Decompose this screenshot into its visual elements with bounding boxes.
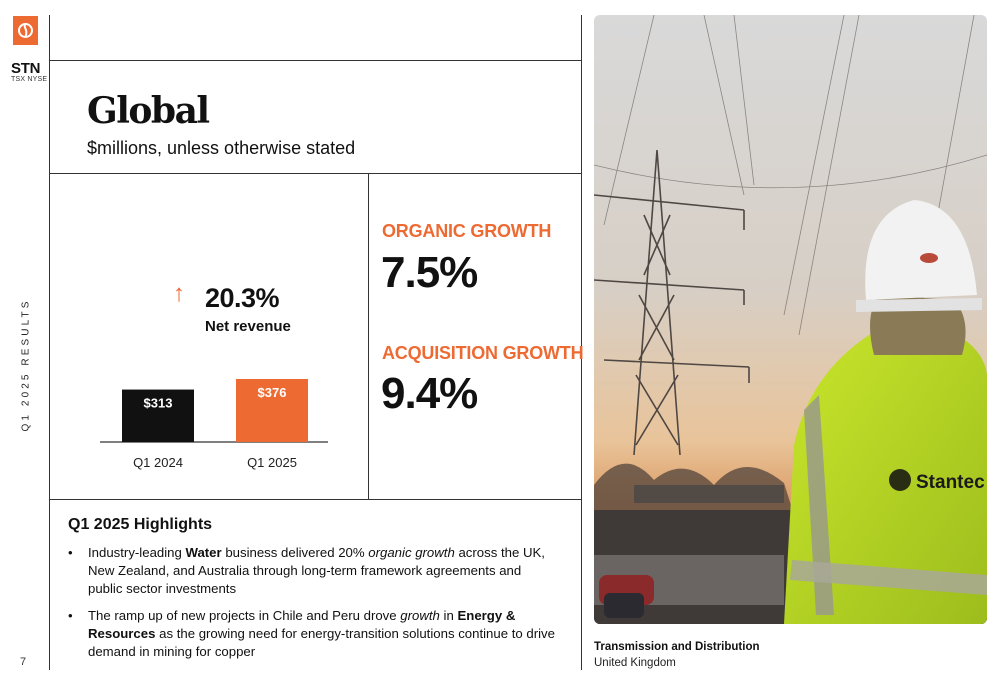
- divider-stats: [368, 173, 369, 500]
- photo-caption-location: United Kingdom: [594, 657, 676, 669]
- net-revenue-growth-value: 20.3%: [205, 283, 280, 313]
- bar-value-label: $376: [258, 385, 287, 400]
- category-label: Q1 2025: [247, 455, 297, 470]
- ticker-symbol: STN: [11, 60, 41, 77]
- highlight-item: • Industry-leading Water business delive…: [68, 544, 568, 600]
- divider-header: [49, 173, 582, 174]
- highlight-text: The ramp up of new projects in Chile and…: [88, 608, 555, 659]
- acquisition-growth-label: ACQUISITION GROWTH: [382, 343, 584, 363]
- category-label: Q1 2024: [133, 455, 183, 470]
- exchange-label: TSX NYSE: [11, 76, 48, 83]
- bar-q1-2024: [122, 389, 194, 442]
- page-subtitle: $millions, unless otherwise stated: [87, 138, 356, 158]
- acquisition-growth-value: 9.4%: [381, 369, 478, 418]
- net-revenue-growth-label: Net revenue: [205, 318, 291, 335]
- divider-top: [49, 60, 582, 61]
- bullet-dot: •: [68, 608, 73, 623]
- organic-growth-value: 7.5%: [381, 248, 478, 297]
- organic-growth-label: ORGANIC GROWTH: [382, 221, 552, 241]
- vertical-section-text: Q1 2025 RESULTS: [20, 298, 32, 432]
- divider-highlights: [49, 499, 582, 500]
- divider-center: [581, 15, 582, 670]
- arrow-up-icon: ↑: [173, 280, 185, 307]
- stantec-logo-icon: [13, 16, 38, 45]
- page-title: Global: [87, 90, 210, 132]
- jacket-logo-text: Stantec: [916, 472, 985, 493]
- bar-value-label: $313: [144, 396, 173, 411]
- bar-q1-2025: [236, 379, 308, 442]
- photo-caption-title: Transmission and Distribution: [594, 641, 760, 653]
- page-number: 7: [20, 656, 27, 668]
- highlight-text: Industry-leading Water business delivere…: [88, 545, 545, 596]
- bullet-dot: •: [68, 545, 73, 560]
- highlight-item: • The ramp up of new projects in Chile a…: [68, 607, 568, 663]
- highlights-title: Q1 2025 Highlights: [68, 516, 213, 533]
- net-revenue-bar-chart: $313 Q1 2024 $376 Q1 2025: [100, 379, 328, 470]
- worker-transmission-photo: Stantec: [594, 15, 987, 624]
- divider-left: [49, 15, 50, 670]
